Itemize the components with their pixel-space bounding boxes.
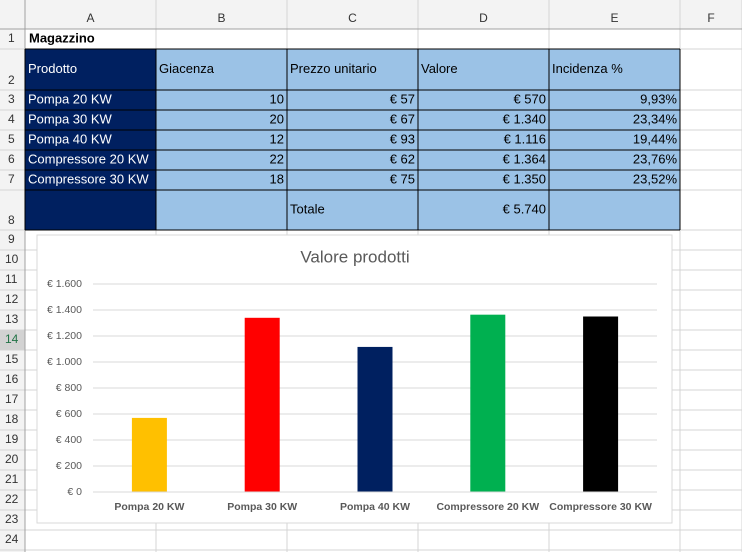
table-cell[interactable]: 23,34%: [633, 111, 678, 126]
table-cell[interactable]: 20: [270, 111, 284, 126]
row-header[interactable]: 1: [8, 31, 15, 45]
table-cell[interactable]: Incidenza %: [552, 61, 623, 76]
row-header[interactable]: 16: [5, 372, 19, 386]
row-header[interactable]: 10: [5, 252, 19, 266]
row-header[interactable]: 7: [8, 172, 15, 186]
row-header[interactable]: 9: [8, 232, 15, 246]
y-tick-label: € 1.400: [47, 304, 82, 316]
table-cell[interactable]: 23,76%: [633, 151, 678, 166]
y-tick-label: € 800: [56, 382, 82, 394]
column-header[interactable]: B: [217, 11, 225, 25]
bar: [131, 417, 167, 492]
bar: [244, 317, 280, 492]
row-header[interactable]: 2: [8, 73, 15, 87]
table-cell[interactable]: Compressore 30 KW: [28, 171, 149, 186]
table-cell[interactable]: Pompa 40 KW: [28, 131, 113, 146]
row-header[interactable]: 18: [5, 412, 19, 426]
row-header[interactable]: 13: [5, 312, 19, 326]
table-cell[interactable]: Prezzo unitario: [290, 61, 377, 76]
table-cell[interactable]: Valore: [421, 61, 458, 76]
table-cell[interactable]: € 5.740: [503, 201, 546, 216]
column-header[interactable]: E: [610, 11, 618, 25]
row-header[interactable]: 4: [8, 112, 15, 126]
chart-title: Valore prodotti: [300, 247, 409, 266]
y-tick-label: € 1.000: [47, 356, 82, 368]
row-header[interactable]: 17: [5, 392, 19, 406]
table-cell[interactable]: Giacenza: [159, 61, 215, 76]
table-cell[interactable]: € 93: [390, 131, 415, 146]
selected-row-header: [0, 330, 25, 350]
x-tick-label: Compressore 20 KW: [436, 501, 539, 513]
y-tick-label: € 400: [56, 434, 82, 446]
row-header[interactable]: 21: [5, 472, 19, 486]
x-tick-label: Pompa 30 KW: [227, 501, 297, 513]
row-header[interactable]: 12: [5, 292, 19, 306]
column-header[interactable]: F: [707, 11, 714, 25]
table-cell[interactable]: € 1.350: [503, 171, 546, 186]
table-cell[interactable]: 9,93%: [640, 91, 677, 106]
table-cell[interactable]: € 1.364: [503, 151, 546, 166]
row-header[interactable]: 8: [8, 213, 15, 227]
table-cell[interactable]: 18: [270, 171, 284, 186]
row-header[interactable]: 3: [8, 92, 15, 106]
y-tick-label: € 0: [67, 486, 82, 498]
row-header[interactable]: 6: [8, 152, 15, 166]
row-header[interactable]: 24: [5, 532, 19, 546]
row-header[interactable]: 19: [5, 432, 19, 446]
table-cell[interactable]: Pompa 30 KW: [28, 111, 113, 126]
table-cell[interactable]: 12: [270, 131, 284, 146]
table-first-column: [25, 49, 156, 230]
bar: [583, 316, 619, 492]
table-cell[interactable]: € 1.340: [503, 111, 546, 126]
table-cell[interactable]: 23,52%: [633, 171, 678, 186]
bar: [357, 346, 393, 492]
row-header[interactable]: 22: [5, 492, 19, 506]
y-tick-label: € 1.200: [47, 330, 82, 342]
row-header[interactable]: 14: [5, 332, 19, 346]
y-tick-label: € 600: [56, 408, 82, 420]
x-tick-label: Pompa 20 KW: [114, 501, 184, 513]
bar: [470, 314, 506, 492]
column-header-bar: [0, 0, 742, 29]
row-header[interactable]: 15: [5, 352, 19, 366]
row-header[interactable]: 20: [5, 452, 19, 466]
table-cell[interactable]: € 1.116: [504, 131, 546, 146]
table-cell[interactable]: € 67: [390, 111, 415, 126]
table-cell[interactable]: € 75: [390, 171, 415, 186]
table-cell[interactable]: 10: [270, 91, 284, 106]
sheet-title: Magazzino: [29, 30, 95, 45]
row-header[interactable]: 23: [5, 512, 19, 526]
table-cell[interactable]: 22: [270, 151, 284, 166]
y-tick-label: € 200: [56, 460, 82, 472]
table-cell[interactable]: 19,44%: [633, 131, 678, 146]
table-cell[interactable]: Pompa 20 KW: [28, 91, 113, 106]
table-cell[interactable]: € 570: [513, 91, 546, 106]
y-tick-label: € 1.600: [47, 278, 82, 290]
row-header[interactable]: 5: [8, 132, 15, 146]
x-tick-label: Pompa 40 KW: [340, 501, 410, 513]
table-cell[interactable]: € 57: [390, 91, 415, 106]
table-cell[interactable]: € 62: [390, 151, 415, 166]
table-cell[interactable]: Compressore 20 KW: [28, 151, 149, 166]
column-header[interactable]: D: [479, 11, 488, 25]
table-cell[interactable]: Totale: [290, 201, 325, 216]
row-header[interactable]: 11: [5, 272, 18, 286]
x-tick-label: Compressore 30 KW: [549, 501, 652, 513]
column-header[interactable]: A: [86, 11, 94, 25]
table-cell[interactable]: Prodotto: [28, 61, 77, 76]
column-header[interactable]: C: [348, 11, 357, 25]
